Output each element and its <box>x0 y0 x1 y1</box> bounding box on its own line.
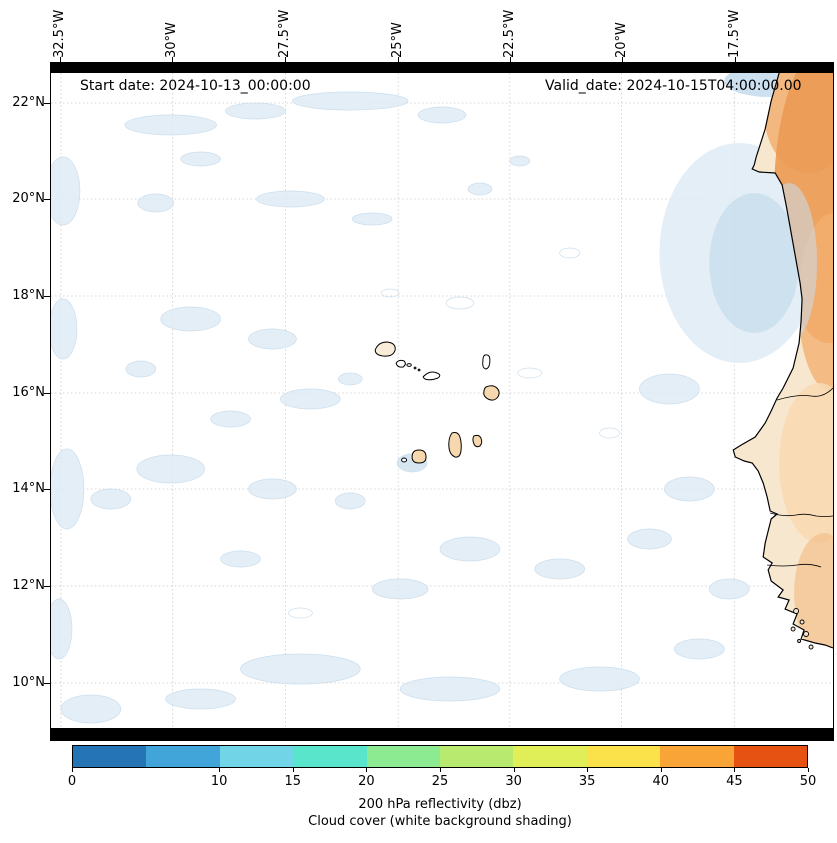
lon-tick-mark <box>735 57 736 62</box>
colorbar-tick-label: 35 <box>578 774 596 789</box>
colorbar-tick-mark <box>219 768 221 772</box>
colorbar-tick-mark <box>366 768 368 772</box>
cloud-shading <box>51 73 820 724</box>
colorbar-tick-label: 40 <box>652 774 670 789</box>
bijagos-islands <box>790 608 814 650</box>
colorbar-tick-label: 10 <box>210 774 228 789</box>
colorbar-segment <box>733 746 808 767</box>
lat-tick-label: 18°N <box>12 288 45 303</box>
africa-land <box>732 73 833 650</box>
africa-coastline <box>732 73 833 649</box>
lon-tick-mark <box>398 57 399 62</box>
colorbar-segment <box>660 746 734 767</box>
lon-tick-label: 17.5°W <box>727 9 742 58</box>
colorbar-tick-label: 25 <box>431 774 449 789</box>
colorbar-tick-mark <box>808 768 809 772</box>
lat-tick-label: 20°N <box>12 191 45 206</box>
lon-tick-label: 20°W <box>614 22 629 58</box>
colorbar-tick-label: 30 <box>505 774 522 789</box>
map-frame: Start date: 2024-10-13_00:00:00 Valid_da… <box>50 62 834 741</box>
lon-tick-mark <box>510 57 511 62</box>
lat-tick-mark <box>44 683 50 684</box>
lat-tick-label: 12°N <box>12 578 45 593</box>
colorbar-segment <box>73 746 147 767</box>
lon-tick-mark <box>60 57 61 62</box>
lat-tick-mark <box>44 393 50 394</box>
colorbar-tick-mark <box>292 768 294 772</box>
lat-tick-mark <box>44 296 50 297</box>
lat-tick-mark <box>44 586 50 587</box>
colorbar-tick-mark <box>513 768 515 772</box>
cape-verde-islands <box>374 341 500 464</box>
colorbar-subtitle: Cloud cover (white background shading) <box>308 814 572 829</box>
rivers <box>767 387 833 568</box>
lat-tick-label: 16°N <box>12 385 45 400</box>
lon-tick-mark <box>285 57 286 62</box>
lon-tick-label: 27.5°W <box>277 9 292 58</box>
colorbar-segment <box>293 746 367 767</box>
colorbar-segment <box>219 746 294 767</box>
colorbar-tick-mark <box>587 768 589 772</box>
lat-tick-mark <box>44 199 50 200</box>
colorbar-title: 200 hPa reflectivity (dbz) <box>358 797 522 812</box>
colorbar-axis: 0 10 15 20 25 30 35 40 45 50 <box>68 768 816 794</box>
colorbar-tick-mark <box>72 768 73 772</box>
colorbar-segment <box>366 746 441 767</box>
colorbar-tick-label: 50 <box>799 774 817 789</box>
colorbar-tick-label: 0 <box>67 774 77 789</box>
colorbar-segment <box>586 746 661 767</box>
map-canvas <box>51 73 833 728</box>
colorbar-tick-mark <box>734 768 736 772</box>
valid-date-label: Valid_date: 2024-10-15T04:00:00.00 <box>545 78 802 94</box>
lon-tick-mark <box>172 57 173 62</box>
lon-tick-label: 25°W <box>390 22 405 58</box>
colorbar-tick-label: 45 <box>726 774 743 789</box>
lat-tick-mark <box>44 489 50 490</box>
lat-tick-label: 14°N <box>12 481 45 496</box>
lon-tick-label: 22.5°W <box>502 9 517 58</box>
start-date-label: Start date: 2024-10-13_00:00:00 <box>80 78 311 94</box>
colorbar-segment <box>146 746 220 767</box>
colorbar-tick-label: 15 <box>284 774 302 789</box>
colorbar-tick-label: 20 <box>358 774 375 789</box>
lat-tick-label: 10°N <box>12 675 45 690</box>
lat-tick-label: 22°N <box>12 95 45 110</box>
colorbar-tick-mark <box>660 768 662 772</box>
lon-tick-label: 32.5°W <box>52 9 67 58</box>
colorbar-tick-mark <box>440 768 441 772</box>
colorbar-segment <box>513 746 587 767</box>
lat-tick-mark <box>44 103 50 104</box>
lon-tick-label: 30°W <box>164 22 179 58</box>
lon-tick-mark <box>622 57 623 62</box>
colorbar-segment <box>440 746 514 767</box>
colorbar <box>72 745 808 768</box>
